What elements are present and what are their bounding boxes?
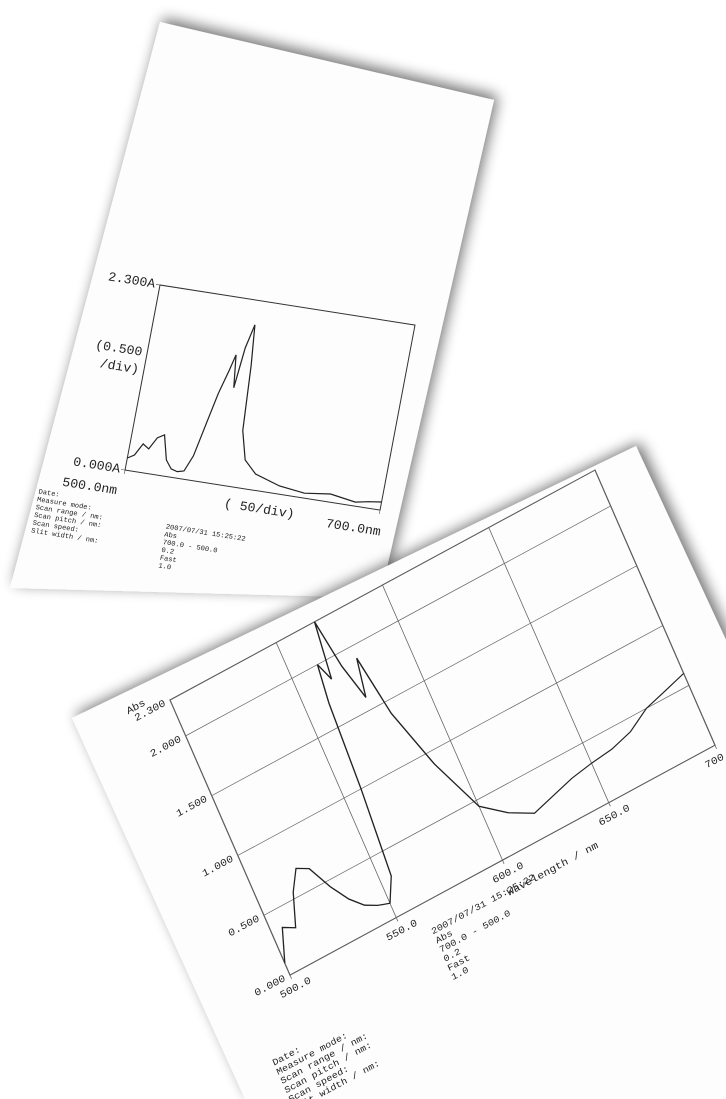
info-value: 0.2 <box>161 547 175 557</box>
spectrum-line <box>281 621 685 964</box>
spectrum-line <box>127 324 382 503</box>
y-scale-unit: /div) <box>98 356 140 377</box>
y-tick-label: 2.300A <box>107 270 157 292</box>
tick-mark <box>120 469 126 471</box>
paper-sheet <box>72 446 726 1099</box>
grid-line <box>488 527 611 807</box>
grid-line <box>169 469 596 701</box>
tick-mark <box>123 470 126 475</box>
info-value: 1.0 <box>158 563 172 573</box>
info-value: Fast <box>159 555 177 565</box>
paper-sheet <box>10 22 494 598</box>
grid-line <box>594 469 717 750</box>
info-value: Abs <box>163 531 177 541</box>
grid-line <box>382 584 505 864</box>
plot-frame <box>124 284 416 511</box>
y-tick-label: 0.000A <box>72 455 122 477</box>
grid-line <box>275 642 399 922</box>
y-scale-note: (0.500 <box>94 338 144 360</box>
grid-line <box>169 699 292 979</box>
tick-mark <box>378 510 381 515</box>
info-label: Date: <box>38 489 60 500</box>
tick-mark <box>155 284 161 286</box>
